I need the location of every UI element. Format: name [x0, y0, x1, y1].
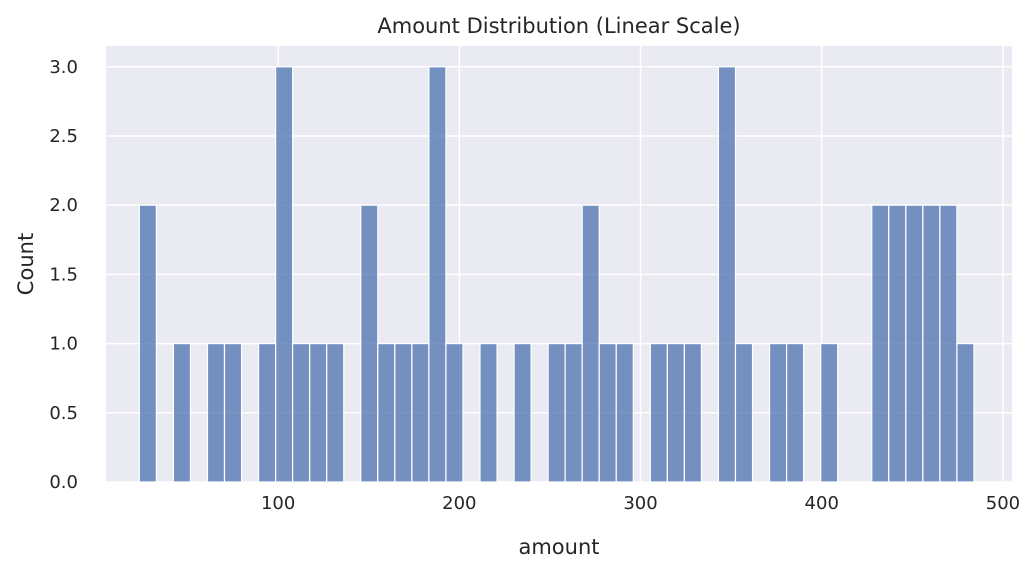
- y-tick-label: 3.0: [49, 57, 78, 78]
- y-tick-label: 2.0: [49, 195, 78, 216]
- histogram-bar: [820, 342, 839, 483]
- histogram-bar: [683, 342, 703, 483]
- histogram-bar: [513, 342, 532, 483]
- x-tick-label: 300: [623, 493, 657, 514]
- histogram-bar: [292, 342, 311, 483]
- histogram-bar: [888, 204, 907, 483]
- histogram-bar: [939, 204, 958, 483]
- x-tick-label: 100: [261, 493, 295, 514]
- histogram-bar: [172, 342, 192, 483]
- histogram-bar: [445, 342, 464, 483]
- histogram-bar: [666, 342, 685, 483]
- y-tick-labels: 0.0 0.5 1.0 1.5 2.0 2.5 3.0: [49, 57, 78, 493]
- y-tick-label: 2.5: [49, 126, 78, 147]
- histogram-bar: [223, 342, 243, 483]
- x-axis-label: amount: [518, 535, 599, 559]
- histogram-bar: [717, 66, 737, 483]
- histogram-bar: [394, 342, 413, 483]
- histogram-bar: [956, 342, 975, 483]
- x-tick-labels: 100 200 300 400 500: [261, 493, 1020, 514]
- histogram-bar: [547, 342, 566, 483]
- histogram-bar: [206, 342, 226, 483]
- histogram-bars: [138, 66, 975, 483]
- chart-title: Amount Distribution (Linear Scale): [377, 14, 740, 38]
- y-tick-label: 0.0: [49, 472, 78, 493]
- histogram-bar: [377, 342, 396, 483]
- histogram-bar: [615, 342, 634, 483]
- histogram-bar: [922, 204, 941, 483]
- y-tick-label: 0.5: [49, 403, 78, 424]
- x-tick-label: 500: [986, 493, 1020, 514]
- y-tick-label: 1.0: [49, 334, 78, 355]
- histogram-bar: [360, 204, 379, 483]
- histogram-bar: [598, 342, 617, 483]
- histogram-bar: [734, 342, 754, 483]
- histogram-bar: [785, 342, 805, 483]
- histogram-bar: [768, 342, 788, 483]
- histogram-bar: [257, 342, 277, 483]
- x-tick-label: 200: [442, 493, 476, 514]
- histogram-bar: [581, 204, 600, 483]
- histogram-bar: [411, 342, 430, 483]
- histogram-bar: [479, 342, 498, 483]
- histogram-bar: [871, 204, 890, 483]
- histogram-bar: [309, 342, 328, 483]
- histogram-bar: [905, 204, 924, 483]
- histogram-bar: [275, 66, 294, 483]
- histogram-bar: [649, 342, 668, 483]
- histogram-bar: [428, 66, 447, 483]
- y-axis-label: Count: [14, 233, 38, 295]
- histogram-bar: [564, 342, 583, 483]
- x-tick-label: 400: [805, 493, 839, 514]
- y-tick-label: 1.5: [49, 264, 78, 285]
- histogram-bar: [138, 204, 157, 483]
- histogram-bar: [326, 342, 345, 483]
